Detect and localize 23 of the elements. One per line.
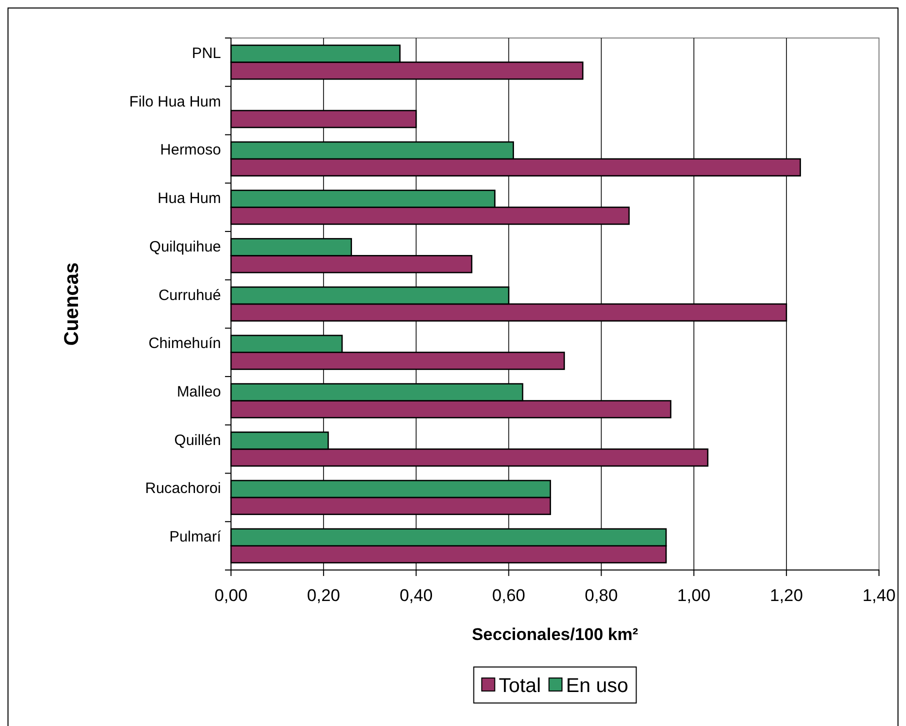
x-tick-label: 1,00 bbox=[677, 586, 710, 606]
y-tick-label: Quillén bbox=[174, 432, 221, 449]
y-tick-label: Quilquihue bbox=[149, 238, 221, 256]
x-tick-label: 1,20 bbox=[770, 586, 803, 606]
legend-label: Total bbox=[498, 675, 541, 697]
y-tick-label: Chimehuín bbox=[148, 335, 221, 352]
x-tick-label: 1,40 bbox=[862, 586, 896, 606]
x-axis-title: Seccionales/100 km² bbox=[472, 625, 638, 644]
y-tick-label: PNL bbox=[192, 44, 221, 62]
x-tick-label: 0,00 bbox=[214, 586, 248, 606]
x-tick-label: 0,20 bbox=[307, 586, 340, 606]
x-tick-label: 0,80 bbox=[584, 586, 618, 606]
y-tick-label: Hua Hum bbox=[158, 190, 221, 208]
legend-label: En uso bbox=[566, 675, 628, 697]
y-axis-title: Cuencas bbox=[61, 262, 83, 346]
y-tick-label: Pulmarí bbox=[169, 528, 222, 546]
y-tick-label: Curruhué bbox=[158, 286, 221, 304]
y-tick-label: Malleo bbox=[176, 384, 221, 400]
x-tick-label: 0,40 bbox=[400, 586, 433, 606]
x-tick-label: 0,60 bbox=[492, 586, 526, 606]
y-tick-label: Filo Hua Hum bbox=[129, 93, 221, 110]
y-tick-label: Hermoso bbox=[160, 142, 221, 159]
y-tick-label: Rucachoroi bbox=[145, 480, 221, 498]
